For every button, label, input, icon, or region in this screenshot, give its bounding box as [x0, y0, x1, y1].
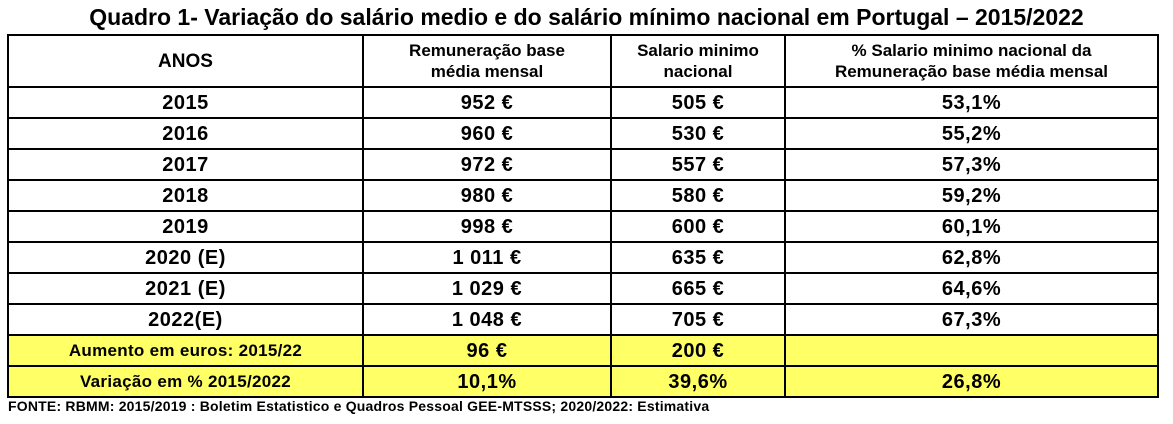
table-row: 2022(E) 1 048 € 705 € 67,3%: [7, 303, 1159, 336]
rbm-cell: 972 €: [362, 148, 612, 181]
year-cell: 2016: [7, 117, 364, 150]
rbm-cell: 952 €: [362, 86, 612, 119]
pct-cell: 55,2%: [784, 117, 1159, 150]
pct-cell: 67,3%: [784, 303, 1159, 336]
year-cell: 2022(E): [7, 303, 364, 336]
header-remuneracao-line2: média mensal: [430, 62, 544, 81]
table-row: 2020 (E) 1 011 € 635 € 62,8%: [7, 241, 1159, 274]
rbm-cell: 1 011 €: [362, 241, 612, 274]
smn-cell: 580 €: [610, 179, 786, 212]
rbm-cell: 1 048 €: [362, 303, 612, 336]
source-note: FONTE: RBMM: 2015/2019 : Boletim Estatis…: [8, 398, 710, 414]
table-row: 2017 972 € 557 € 57,3%: [7, 148, 1159, 181]
increase-label: Aumento em euros: 2015/22: [7, 334, 364, 367]
rbm-cell: 1 029 €: [362, 272, 612, 305]
variation-label: Variação em % 2015/2022: [7, 365, 364, 398]
pct-cell: 62,8%: [784, 241, 1159, 274]
year-cell: 2019: [7, 210, 364, 243]
salary-table: ANOS Remuneração base média mensal Salar…: [7, 34, 1159, 398]
rbm-cell: 960 €: [362, 117, 612, 150]
smn-cell: 600 €: [610, 210, 786, 243]
increase-smn: 200 €: [610, 334, 786, 367]
year-cell: 2015: [7, 86, 364, 119]
header-percentagem-line2: Remuneração base média mensal: [834, 62, 1109, 81]
header-percentagem-line1: % Salario minimo nacional da: [851, 41, 1092, 60]
table-row: 2019 998 € 600 € 60,1%: [7, 210, 1159, 243]
pct-cell: 60,1%: [784, 210, 1159, 243]
rbm-cell: 980 €: [362, 179, 612, 212]
year-cell: 2017: [7, 148, 364, 181]
table-row: 2018 980 € 580 € 59,2%: [7, 179, 1159, 212]
pct-cell: 53,1%: [784, 86, 1159, 119]
increase-pct: [784, 334, 1159, 367]
header-row: ANOS Remuneração base média mensal Salar…: [7, 34, 1159, 88]
year-cell: 2018: [7, 179, 364, 212]
pct-cell: 64,6%: [784, 272, 1159, 305]
header-remuneracao: Remuneração base média mensal: [362, 34, 612, 88]
year-cell: 2021 (E): [7, 272, 364, 305]
table-row: 2016 960 € 530 € 55,2%: [7, 117, 1159, 150]
pct-cell: 59,2%: [784, 179, 1159, 212]
variation-row: Variação em % 2015/2022 10,1% 39,6% 26,8…: [7, 365, 1159, 398]
header-salario-minimo: Salario minimo nacional: [610, 34, 786, 88]
header-remuneracao-line1: Remuneração base: [409, 41, 565, 60]
header-salario-line2: nacional: [663, 62, 733, 81]
smn-cell: 530 €: [610, 117, 786, 150]
table-row: 2015 952 € 505 € 53,1%: [7, 86, 1159, 119]
smn-cell: 557 €: [610, 148, 786, 181]
header-percentagem: % Salario minimo nacional da Remuneração…: [784, 34, 1159, 88]
increase-row: Aumento em euros: 2015/22 96 € 200 €: [7, 334, 1159, 367]
smn-cell: 665 €: [610, 272, 786, 305]
header-salario-line1: Salario minimo: [637, 41, 759, 60]
smn-cell: 705 €: [610, 303, 786, 336]
rbm-cell: 998 €: [362, 210, 612, 243]
pct-cell: 57,3%: [784, 148, 1159, 181]
table-title: Quadro 1- Variação do salário medio e do…: [89, 4, 1084, 30]
variation-pct: 26,8%: [784, 365, 1159, 398]
table-row: 2021 (E) 1 029 € 665 € 64,6%: [7, 272, 1159, 305]
variation-rbm: 10,1%: [362, 365, 612, 398]
smn-cell: 505 €: [610, 86, 786, 119]
header-anos: ANOS: [7, 34, 364, 88]
year-cell: 2020 (E): [7, 241, 364, 274]
variation-smn: 39,6%: [610, 365, 786, 398]
smn-cell: 635 €: [610, 241, 786, 274]
increase-rbm: 96 €: [362, 334, 612, 367]
